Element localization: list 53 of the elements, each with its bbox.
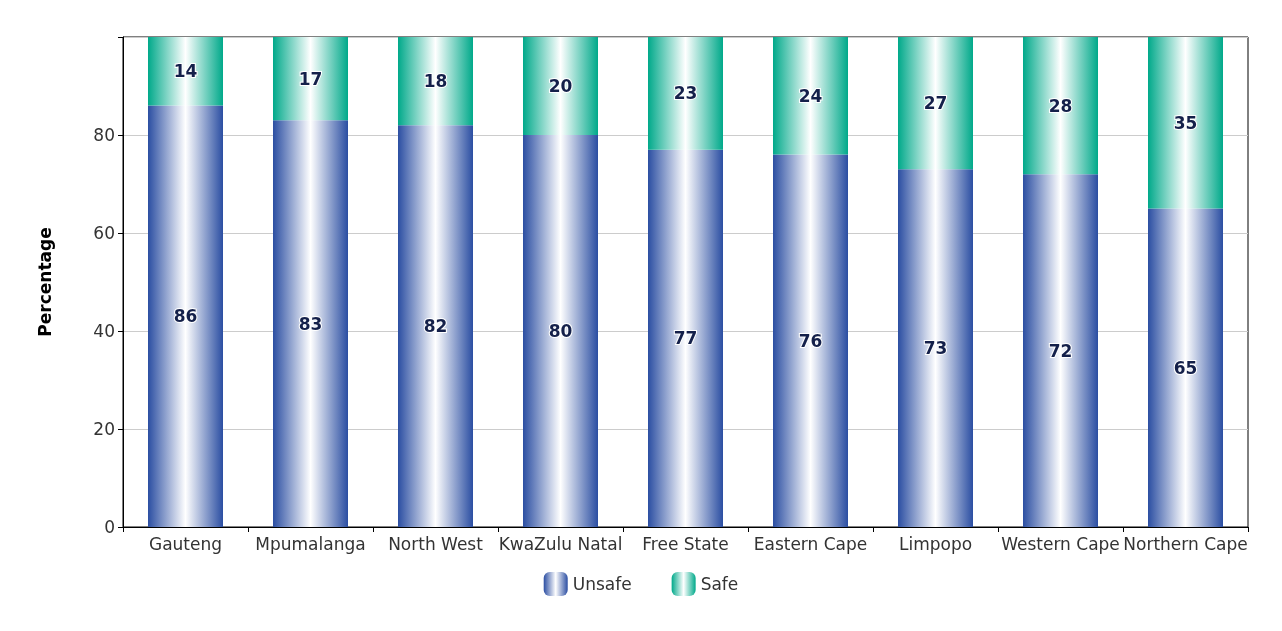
x-tick-label: KwaZulu Natal bbox=[498, 533, 623, 554]
x-tick-label: Western Cape bbox=[1001, 533, 1120, 554]
data-label: 14 bbox=[173, 61, 198, 82]
y-tick-label: 80 bbox=[93, 125, 115, 145]
bar bbox=[1148, 37, 1223, 209]
y-tick-label: 60 bbox=[93, 223, 115, 243]
y-tick-label: 20 bbox=[93, 419, 115, 439]
data-label: 82 bbox=[423, 316, 448, 337]
bar bbox=[648, 37, 723, 150]
data-label: 65 bbox=[1173, 357, 1198, 378]
data-label: 23 bbox=[673, 83, 698, 104]
bar bbox=[773, 37, 848, 155]
legend-label: Safe bbox=[700, 574, 739, 594]
x-tick-label: Eastern Cape bbox=[753, 533, 868, 554]
data-label: 17 bbox=[298, 68, 323, 89]
bar bbox=[773, 154, 848, 527]
bar bbox=[523, 135, 598, 527]
data-label: 77 bbox=[673, 328, 698, 349]
bar bbox=[398, 125, 473, 527]
x-tick-label: North West bbox=[388, 533, 484, 554]
x-tick-label: Mpumalanga bbox=[255, 533, 366, 554]
bar bbox=[1023, 174, 1098, 527]
data-label: 28 bbox=[1048, 95, 1073, 116]
data-label: 80 bbox=[548, 321, 573, 341]
y-axis-title: Percentage bbox=[34, 227, 55, 337]
y-tick-label: 0 bbox=[104, 517, 115, 537]
bar bbox=[398, 37, 473, 126]
bar bbox=[273, 37, 348, 121]
legend-label: Unsafe bbox=[572, 574, 632, 594]
bar bbox=[1148, 208, 1223, 527]
bar bbox=[898, 37, 973, 170]
bar bbox=[148, 37, 223, 106]
data-label: 72 bbox=[1048, 340, 1073, 361]
x-tick-label: Limpopo bbox=[898, 533, 973, 554]
x-tick-label: Northern Cape bbox=[1123, 533, 1248, 554]
bar bbox=[1023, 37, 1098, 175]
bar bbox=[273, 120, 348, 527]
bar bbox=[523, 37, 598, 135]
x-tick-label: Gauteng bbox=[148, 533, 223, 554]
data-label: 86 bbox=[173, 306, 198, 327]
data-label: 24 bbox=[798, 85, 823, 106]
x-tick-label: Free State bbox=[642, 533, 729, 554]
data-label: 83 bbox=[298, 313, 323, 334]
data-label: 76 bbox=[798, 330, 823, 351]
bar bbox=[148, 105, 223, 527]
bar bbox=[648, 149, 723, 527]
data-label: 27 bbox=[923, 93, 948, 114]
data-label: 73 bbox=[923, 338, 948, 359]
bar bbox=[898, 169, 973, 527]
data-label: 20 bbox=[548, 76, 573, 96]
data-label: 35 bbox=[1173, 112, 1198, 133]
y-tick-label: 40 bbox=[93, 321, 115, 341]
data-label: 18 bbox=[423, 71, 448, 92]
